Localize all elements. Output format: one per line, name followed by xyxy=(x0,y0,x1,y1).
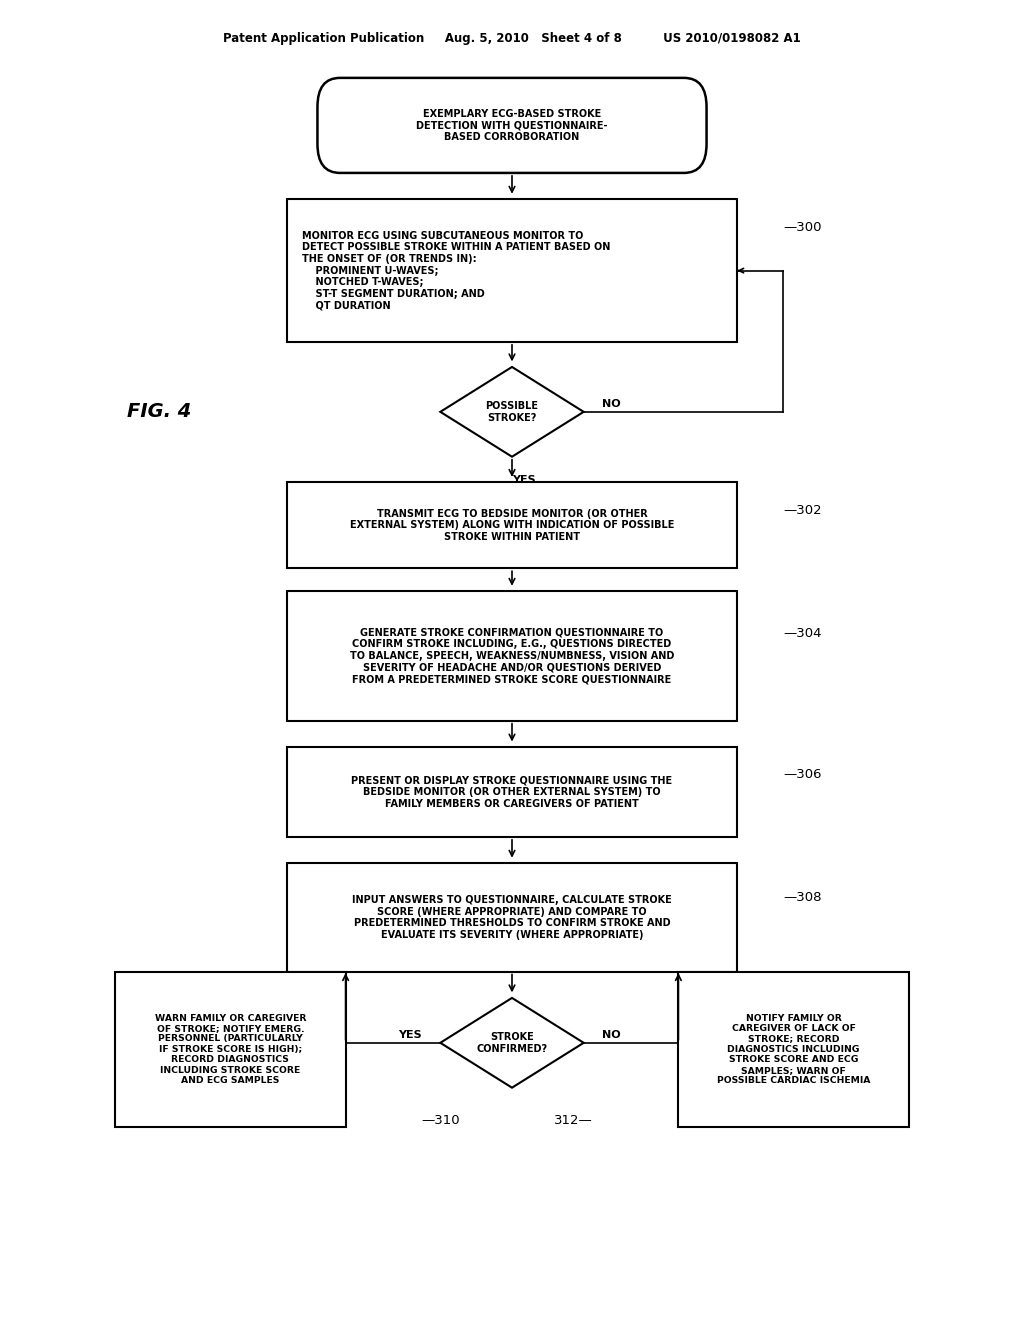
Text: YES: YES xyxy=(397,1030,422,1040)
Bar xyxy=(287,199,737,342)
FancyBboxPatch shape xyxy=(317,78,707,173)
Text: —304: —304 xyxy=(783,627,822,640)
Bar xyxy=(287,863,737,972)
Text: STROKE
CONFIRMED?: STROKE CONFIRMED? xyxy=(476,1032,548,1053)
Text: MONITOR ECG USING SUBCUTANEOUS MONITOR TO
DETECT POSSIBLE STROKE WITHIN A PATIEN: MONITOR ECG USING SUBCUTANEOUS MONITOR T… xyxy=(302,231,610,310)
Text: FIG. 4: FIG. 4 xyxy=(127,403,190,421)
Text: —300: —300 xyxy=(783,220,822,234)
Text: NO: NO xyxy=(602,1030,621,1040)
Text: POSSIBLE
STROKE?: POSSIBLE STROKE? xyxy=(485,401,539,422)
Text: INPUT ANSWERS TO QUESTIONNAIRE, CALCULATE STROKE
SCORE (WHERE APPROPRIATE) AND C: INPUT ANSWERS TO QUESTIONNAIRE, CALCULAT… xyxy=(352,895,672,940)
Text: YES: YES xyxy=(512,475,537,486)
Text: PRESENT OR DISPLAY STROKE QUESTIONNAIRE USING THE
BEDSIDE MONITOR (OR OTHER EXTE: PRESENT OR DISPLAY STROKE QUESTIONNAIRE … xyxy=(351,775,673,809)
Text: GENERATE STROKE CONFIRMATION QUESTIONNAIRE TO
CONFIRM STROKE INCLUDING, E.G., QU: GENERATE STROKE CONFIRMATION QUESTIONNAI… xyxy=(350,628,674,684)
Polygon shape xyxy=(440,367,584,457)
Text: EXEMPLARY ECG-BASED STROKE
DETECTION WITH QUESTIONNAIRE-
BASED CORROBORATION: EXEMPLARY ECG-BASED STROKE DETECTION WIT… xyxy=(416,108,608,143)
Text: —308: —308 xyxy=(783,891,822,904)
Text: NOTIFY FAMILY OR
CAREGIVER OF LACK OF
STROKE; RECORD
DIAGNOSTICS INCLUDING
STROK: NOTIFY FAMILY OR CAREGIVER OF LACK OF ST… xyxy=(717,1014,870,1085)
Polygon shape xyxy=(440,998,584,1088)
Text: —310: —310 xyxy=(421,1114,460,1127)
Bar xyxy=(287,482,737,568)
Text: TRANSMIT ECG TO BEDSIDE MONITOR (OR OTHER
EXTERNAL SYSTEM) ALONG WITH INDICATION: TRANSMIT ECG TO BEDSIDE MONITOR (OR OTHE… xyxy=(350,508,674,543)
Bar xyxy=(678,972,909,1127)
Bar xyxy=(115,972,346,1127)
Text: 312—: 312— xyxy=(554,1114,593,1127)
Bar xyxy=(287,591,737,721)
Text: Patent Application Publication     Aug. 5, 2010   Sheet 4 of 8          US 2010/: Patent Application Publication Aug. 5, 2… xyxy=(223,32,801,45)
Text: NO: NO xyxy=(602,399,621,409)
Text: —306: —306 xyxy=(783,768,822,781)
Bar xyxy=(287,747,737,837)
Text: WARN FAMILY OR CAREGIVER
OF STROKE; NOTIFY EMERG.
PERSONNEL (PARTICULARLY
IF STR: WARN FAMILY OR CAREGIVER OF STROKE; NOTI… xyxy=(155,1014,306,1085)
Text: —302: —302 xyxy=(783,504,822,517)
